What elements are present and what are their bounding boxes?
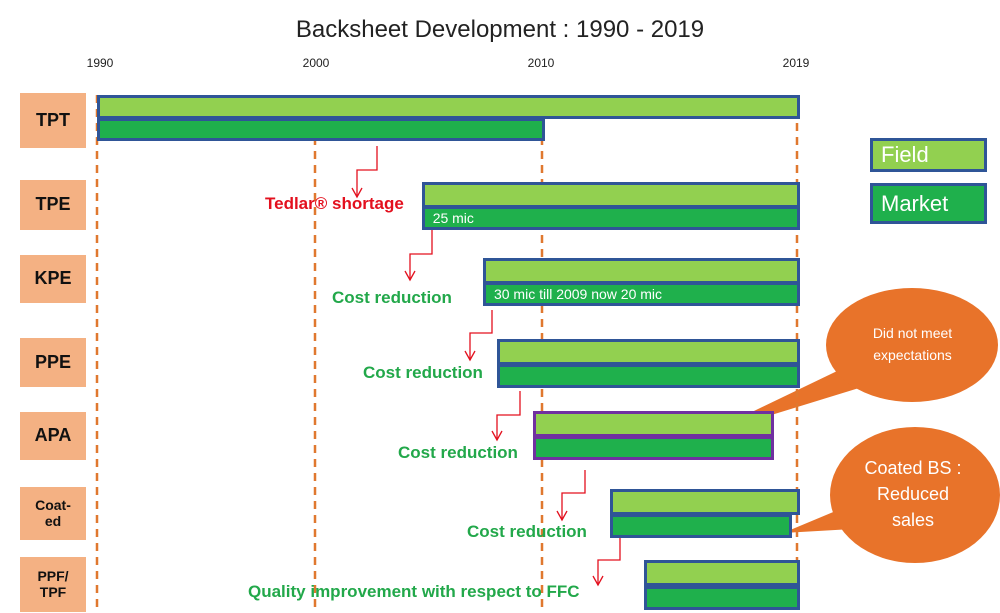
connector-line: [356, 146, 378, 197]
bar-tpe-field: [421, 182, 800, 208]
connector-line: [597, 535, 621, 585]
connector-line: [409, 230, 433, 280]
arrowhead-icon: [351, 187, 363, 199]
row-label-ppf-tpf: PPF/ TPF: [20, 557, 86, 612]
arrowhead-icon: [556, 510, 568, 522]
legend-market: Market: [870, 183, 987, 224]
row-label-coated: Coat-ed: [20, 487, 86, 540]
row-label-tpe: TPE: [20, 180, 86, 230]
bar-apa-field: [532, 411, 775, 437]
arrowhead-icon: [491, 430, 503, 442]
tick-2010: 2010: [527, 56, 555, 70]
connector-line: [469, 310, 493, 360]
bar-kpe-market: 30 mic till 2009 now 20 mic: [482, 282, 800, 306]
bar-ppe-field: [496, 339, 800, 365]
bar-ppe-market: [496, 364, 800, 388]
arrowhead-icon: [404, 270, 416, 282]
annotation-cost-reduction-coated: Cost reduction: [467, 522, 587, 541]
legend-field: Field: [870, 138, 987, 172]
callout-bubble: [826, 288, 998, 402]
arrowhead-icon: [592, 575, 604, 587]
bar-tpe-market: 25 mic: [421, 206, 800, 230]
annotation-cost-reduction-apa: Cost reduction: [398, 443, 518, 462]
bar-kpe-field: [482, 258, 800, 284]
callout-coated-reduced-sales: Coated BS : Reduced sales: [864, 458, 962, 530]
diagram-title: Backsheet Development : 1990 - 2019: [295, 16, 705, 43]
bar-apa-market: [532, 436, 775, 460]
bar-ppf-tpf-field: [644, 560, 800, 586]
row-label-apa: APA: [20, 412, 86, 460]
bar-ppf-tpf-market: [644, 586, 800, 610]
tick-1990: 1990: [86, 56, 114, 70]
arrowhead-icon: [464, 350, 476, 362]
callout-did-not-meet-expectations: Did not meet expectations: [872, 325, 953, 363]
row-label-tpt: TPT: [20, 93, 86, 148]
bar-coated-field: [610, 489, 800, 515]
bar-tpt-field: [97, 95, 800, 119]
row-label-ppe: PPE: [20, 338, 86, 387]
callout-bubble: [830, 427, 1000, 563]
connector-line: [561, 470, 586, 520]
annotation-tedlar-shortage: Tedlar® shortage: [265, 194, 404, 213]
bar-tpt-market: [97, 118, 545, 141]
annotation-cost-reduction-ppe: Cost reduction: [363, 363, 483, 382]
bar-coated-market: [610, 514, 792, 538]
connector-line: [496, 391, 521, 440]
annotation-cost-reduction-kpe: Cost reduction: [332, 288, 452, 307]
row-label-kpe: KPE: [20, 255, 86, 303]
tick-2019: 2019: [782, 56, 810, 70]
annotation-quality-improvement: Quality improvement with respect to FFC: [248, 582, 580, 601]
tick-2000: 2000: [302, 56, 330, 70]
